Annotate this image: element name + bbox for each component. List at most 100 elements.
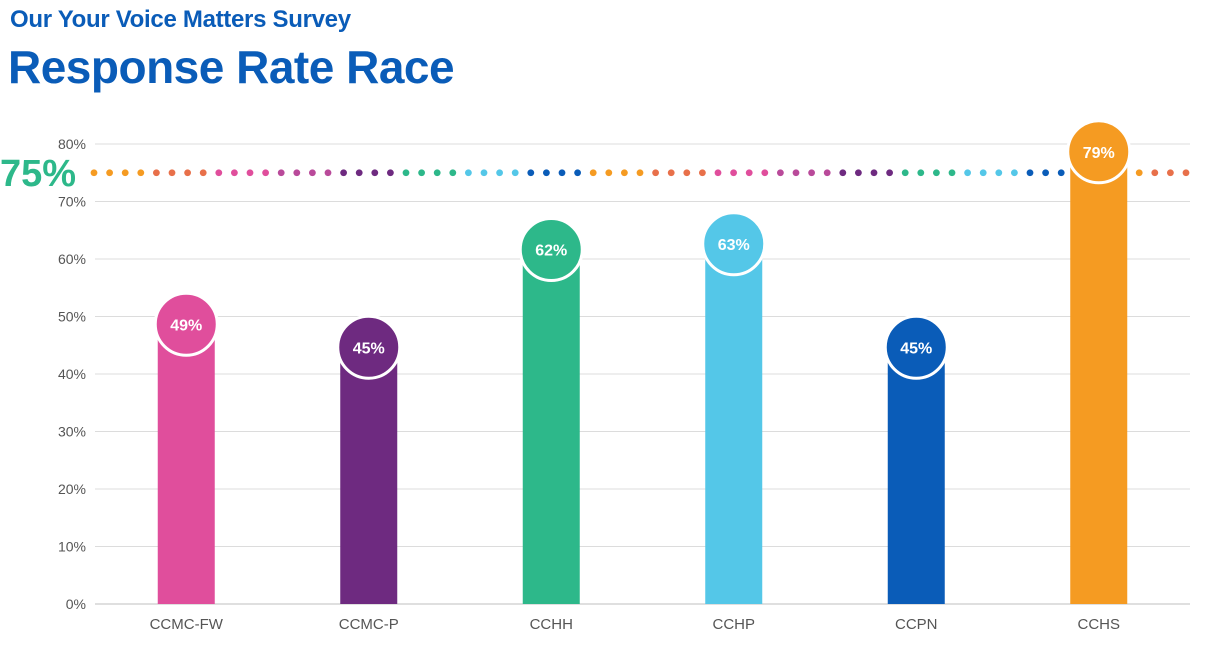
target-dot [215,169,223,177]
bar-value-bubble [153,291,219,357]
gridlines [95,143,1190,605]
target-dot [1011,169,1018,177]
bar [1070,151,1128,604]
target-dot [855,169,862,177]
target-dot [293,169,301,177]
target-dot [823,169,831,177]
target-dot [683,169,691,177]
target-dot [730,169,737,177]
y-axis-ticks: 0% 10% 20% 30% 40% 50% 60% 70% 80% [58,136,86,612]
bar-value-label: 45% [900,340,932,357]
target-dot [355,169,363,177]
target-dot [636,169,644,177]
target-dot [433,169,441,177]
survey-subtitle: Our Your Voice Matters Survey [10,6,351,33]
target-dot [1167,169,1174,177]
target-dot [324,169,332,177]
target-dot [231,169,238,177]
target-dot [168,169,176,177]
x-category-label: CCHH [530,616,573,633]
target-dot [777,169,784,177]
target-dot [184,169,192,177]
target-dot [106,169,113,177]
target-dot [246,169,254,177]
target-dot [589,169,597,177]
bar [522,249,580,604]
target-dot [511,169,519,177]
bar-value-label: 45% [353,340,385,357]
target-dot [558,169,566,177]
target-dot [933,169,940,177]
bar-value-bubble [701,211,767,277]
x-category-label: CCHP [712,616,755,633]
target-dot [137,169,145,177]
target-line: 75% [0,153,1190,195]
bar [705,243,763,604]
bar-value-bubble [336,314,402,380]
y-tick-label: 40% [58,366,86,382]
target-dot [277,169,285,177]
target-dot [901,169,909,177]
target-dot [387,169,394,177]
bar-value-bubble [883,314,949,380]
y-tick-label: 70% [58,194,86,210]
target-dot [714,169,722,177]
target-dot [449,169,457,177]
target-dot [652,169,659,177]
target-dot [153,169,160,177]
target-dot [667,169,675,177]
target-dot [792,169,800,177]
x-category-label: CCPN [895,616,938,633]
target-dot [496,169,503,177]
target-dot [621,169,628,177]
target-dot [199,169,207,177]
target-dot [699,169,706,177]
target-dot [402,169,410,177]
target-dot [839,169,847,177]
bar-value-label: 62% [535,243,567,260]
bar-value-label: 49% [170,317,202,334]
chart-title: Response Rate Race [8,41,455,93]
bar-value-label: 63% [718,237,750,254]
y-tick-label: 20% [58,481,86,497]
target-dot [917,169,925,177]
bar-value-bubble [1066,119,1132,185]
y-tick-label: 60% [58,251,86,267]
bar-value-label: 79% [1083,145,1115,162]
target-dot [1135,169,1143,177]
y-tick-label: 80% [58,136,86,152]
target-dot [340,169,347,177]
x-category-label: CCMC-P [339,616,399,633]
target-dot [480,169,488,177]
target-dot [761,169,769,177]
target-dot [886,169,893,177]
y-tick-label: 50% [58,309,86,325]
target-dot [574,169,581,177]
target-dot [121,169,129,177]
y-tick-label: 10% [58,539,86,555]
bar [340,347,398,604]
target-dot [465,169,472,177]
bar-value-bubble [518,217,584,282]
target-dot [527,169,535,177]
bar [887,347,945,604]
x-axis-labels: CCMC-FW CCMC-P CCHH CCHP CCPN CCHS [150,616,1120,633]
target-dot [948,169,956,177]
y-tick-label: 0% [66,596,86,612]
bar [157,324,215,604]
target-dot [808,169,815,177]
target-dot [543,169,550,177]
target-dot [1151,169,1159,177]
target-dot [979,169,987,177]
target-dot [262,169,269,177]
target-dot [1042,169,1049,177]
target-dot [995,169,1003,177]
target-dot [870,169,878,177]
y-tick-label: 30% [58,424,86,440]
target-dot [964,169,971,177]
target-dot [1026,169,1034,177]
target-dot [90,169,98,177]
target-dot [371,169,379,177]
